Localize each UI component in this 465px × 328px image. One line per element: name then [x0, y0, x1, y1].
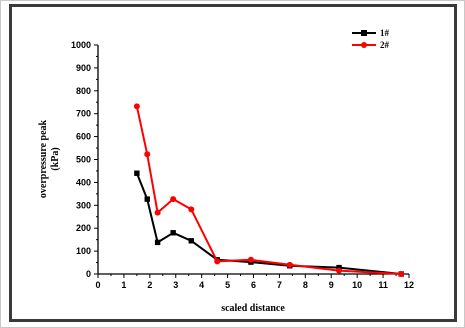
y-tick-label-1000: 1000 — [71, 40, 91, 50]
y-tick-label-900: 900 — [76, 63, 91, 73]
data-series — [133, 103, 405, 277]
y-tick-label-800: 800 — [76, 86, 91, 96]
legend-marker-series-1 — [361, 30, 367, 36]
x-tick-label-0: 0 — [95, 280, 100, 290]
series-2-point — [214, 258, 221, 265]
x-tick-label-1: 1 — [121, 280, 126, 290]
series-line-1 — [135, 172, 402, 275]
series-2-point — [398, 271, 405, 277]
series-2-point — [170, 196, 177, 203]
x-tick-label-9: 9 — [329, 280, 334, 290]
x-tick-label-12: 12 — [404, 280, 414, 290]
series-1-point — [170, 230, 176, 236]
tick-labels: 0 1 2 3 4 5 6 7 8 9 10 11 12010020030040050060070080… — [71, 40, 414, 290]
x-tick-label-5: 5 — [225, 280, 230, 290]
legend-marker-series-2 — [361, 42, 367, 48]
x-axis-title: scaled distance — [221, 303, 285, 314]
legend-label-series-1: 1# — [380, 28, 390, 38]
y-tick-label-600: 600 — [76, 132, 91, 142]
x-tick-label-11: 11 — [378, 280, 388, 290]
y-tick-label-100: 100 — [76, 246, 91, 256]
legend-label-series-2: 2# — [380, 40, 390, 50]
x-tick-label-10: 10 — [352, 280, 362, 290]
series-2-point — [144, 151, 151, 158]
series-1-point — [154, 239, 161, 246]
x-tick-label-3: 3 — [173, 280, 178, 290]
y-tick-label-300: 300 — [76, 200, 91, 210]
series-1-point — [144, 196, 150, 202]
x-tick-label-4: 4 — [199, 280, 204, 290]
tick-marks — [94, 44, 410, 278]
axes — [97, 45, 409, 275]
plot-border — [9, 4, 457, 322]
series-2-point — [286, 261, 293, 268]
series-2-point — [336, 267, 343, 274]
y-tick-label-0: 0 — [86, 269, 91, 279]
x-tick-label-8: 8 — [303, 280, 308, 290]
x-tick-label-6: 6 — [251, 280, 256, 290]
series-2-point — [133, 103, 140, 110]
x-tick-label-2: 2 — [147, 280, 152, 290]
series-2-point — [154, 209, 161, 216]
series-2-point — [188, 206, 195, 213]
y-tick-label-500: 500 — [76, 155, 91, 165]
series-line-2 — [135, 106, 402, 275]
y-tick-label-200: 200 — [76, 223, 91, 233]
series-1-point — [188, 238, 194, 244]
series-2-point — [247, 256, 254, 263]
y-tick-label-400: 400 — [76, 177, 91, 187]
y-axis-title-line2: (kPa) — [50, 147, 61, 170]
legend: 1# 2# — [352, 28, 390, 50]
series-1-point — [134, 170, 140, 176]
y-tick-label-700: 700 — [76, 109, 91, 119]
y-axis-title-line1: overpressure peak — [38, 119, 49, 198]
x-tick-label-7: 7 — [277, 280, 282, 290]
